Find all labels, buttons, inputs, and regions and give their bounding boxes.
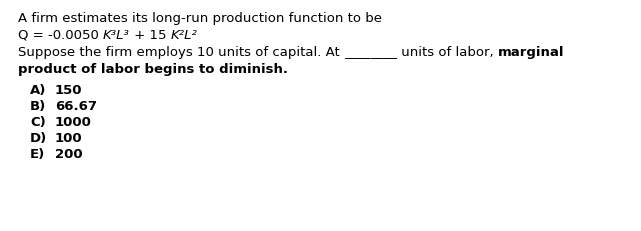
Text: C): C) bbox=[30, 116, 46, 128]
Text: 66.67: 66.67 bbox=[55, 100, 97, 112]
Text: E): E) bbox=[30, 147, 46, 160]
Text: ________: ________ bbox=[344, 46, 397, 59]
Text: B): B) bbox=[30, 100, 46, 112]
Text: 1000: 1000 bbox=[55, 116, 92, 128]
Text: Q = -0.0050: Q = -0.0050 bbox=[18, 29, 103, 42]
Text: units of labor,: units of labor, bbox=[397, 46, 498, 59]
Text: 200: 200 bbox=[55, 147, 83, 160]
Text: 150: 150 bbox=[55, 84, 83, 97]
Text: D): D) bbox=[30, 131, 47, 144]
Text: product of labor begins to diminish.: product of labor begins to diminish. bbox=[18, 63, 288, 76]
Text: + 15: + 15 bbox=[130, 29, 171, 42]
Text: K²L²: K²L² bbox=[171, 29, 197, 42]
Text: marginal: marginal bbox=[498, 46, 564, 59]
Text: Suppose the firm employs 10 units of capital. At: Suppose the firm employs 10 units of cap… bbox=[18, 46, 344, 59]
Text: A firm estimates its long-run production function to be: A firm estimates its long-run production… bbox=[18, 12, 382, 25]
Text: K³L³: K³L³ bbox=[103, 29, 130, 42]
Text: 100: 100 bbox=[55, 131, 83, 144]
Text: A): A) bbox=[30, 84, 46, 97]
